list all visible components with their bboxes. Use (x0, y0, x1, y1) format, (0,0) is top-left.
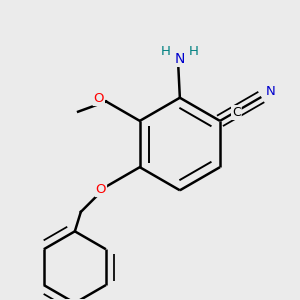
Text: H: H (189, 45, 199, 58)
Text: C: C (232, 106, 241, 119)
Text: O: O (93, 92, 104, 105)
Text: O: O (95, 183, 106, 196)
Text: N: N (266, 85, 275, 98)
Text: N: N (175, 52, 185, 66)
Text: H: H (161, 45, 171, 58)
